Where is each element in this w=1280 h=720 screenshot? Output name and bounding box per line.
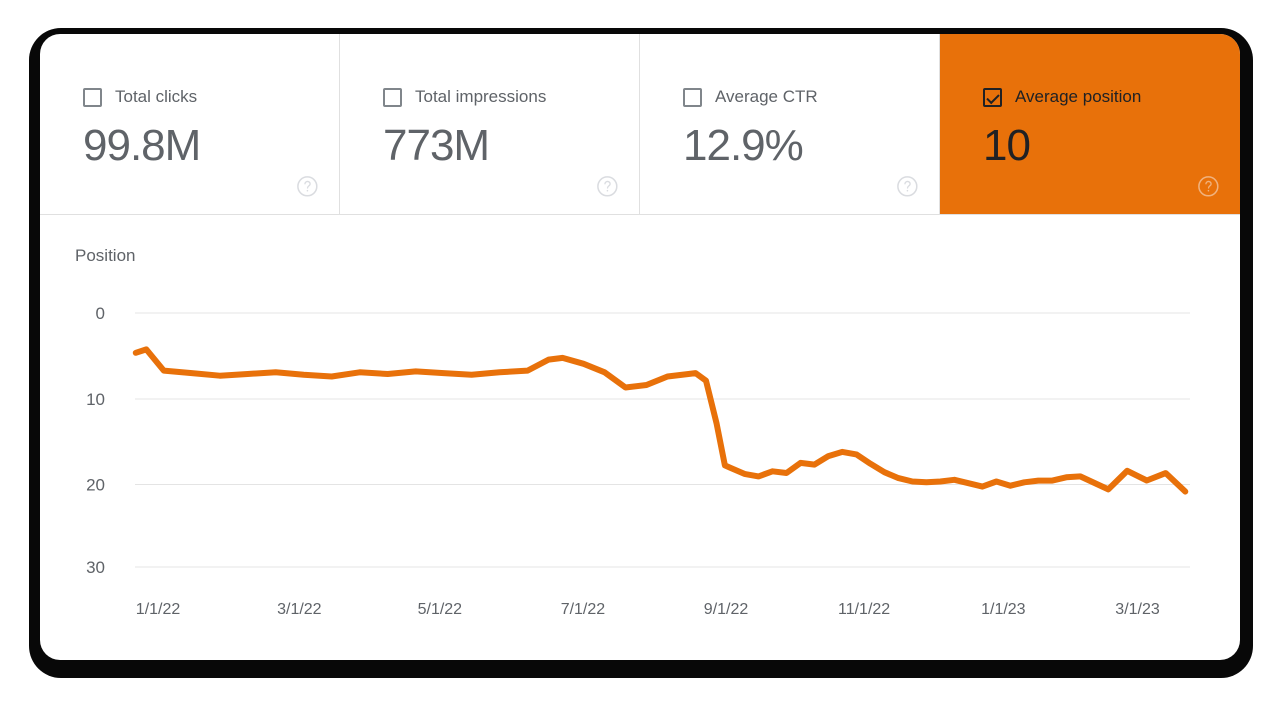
svg-text:30: 30 <box>86 558 105 577</box>
svg-text:11/1/22: 11/1/22 <box>838 601 890 618</box>
svg-text:7/1/22: 7/1/22 <box>561 601 606 618</box>
svg-text:1/1/22: 1/1/22 <box>136 601 181 618</box>
svg-text:10: 10 <box>86 390 105 409</box>
svg-text:20: 20 <box>86 476 105 495</box>
svg-text:Position: Position <box>75 246 135 265</box>
svg-text:5/1/22: 5/1/22 <box>418 601 463 618</box>
svg-text:3/1/22: 3/1/22 <box>277 601 322 618</box>
svg-text:1/1/23: 1/1/23 <box>981 601 1026 618</box>
svg-text:9/1/22: 9/1/22 <box>704 601 749 618</box>
svg-text:0: 0 <box>96 304 105 323</box>
svg-text:3/1/23: 3/1/23 <box>1115 601 1160 618</box>
